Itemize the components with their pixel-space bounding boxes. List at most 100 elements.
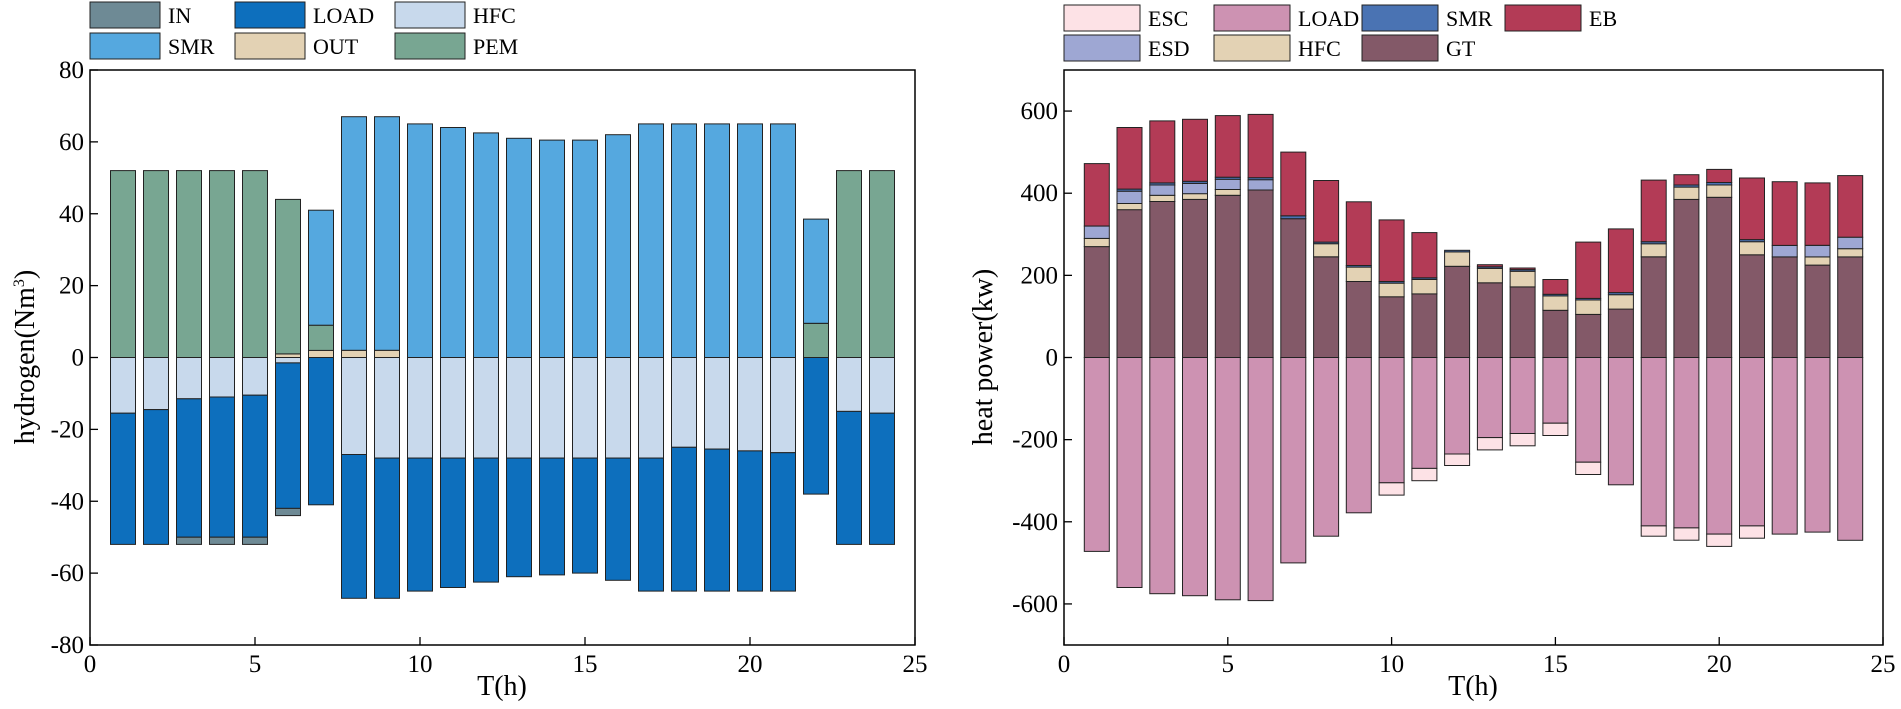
heat-bar-eb-t8 bbox=[1313, 180, 1340, 243]
heat-legend-swatch-load bbox=[1213, 4, 1291, 32]
heat-legend-swatch-eb bbox=[1504, 4, 1582, 32]
hydrogen-bar-load-neg-t3 bbox=[176, 398, 202, 538]
heat-bar-eb-t13 bbox=[1476, 264, 1503, 268]
heat-legend-label-esc: ESC bbox=[1148, 6, 1188, 31]
heat-bar-eb-t11 bbox=[1411, 232, 1438, 279]
hydrogen-bar-in-neg-t5 bbox=[242, 536, 268, 545]
hydrogen-y-tick-label: 20 bbox=[59, 273, 84, 300]
hydrogen-bar-smr-t9 bbox=[374, 116, 400, 351]
hydrogen-y-tick-label: -20 bbox=[51, 416, 84, 443]
hydrogen-bar-pem-t24 bbox=[869, 170, 895, 358]
hydrogen-bar-hfc-neg-t1 bbox=[110, 357, 136, 414]
heat-bar-gt-t2 bbox=[1116, 209, 1143, 358]
hydrogen-bar-load-neg-t21 bbox=[770, 452, 796, 592]
heat-bar-load-neg-t10 bbox=[1378, 357, 1405, 484]
hydrogen-y-tick-label: -60 bbox=[51, 560, 84, 587]
hydrogen-legend-swatch-hfc bbox=[394, 1, 466, 29]
heat-bar-eb-t2 bbox=[1116, 127, 1143, 190]
hydrogen-bar-hfc-neg-t15 bbox=[572, 357, 598, 459]
hydrogen-y-tick-label: 60 bbox=[59, 129, 84, 156]
hydrogen-bar-load-neg-t19 bbox=[704, 448, 730, 592]
hydrogen-bar-pem-t3 bbox=[176, 170, 202, 358]
hydrogen-bar-hfc-neg-t20 bbox=[737, 357, 763, 452]
hydrogen-bar-hfc-neg-t10 bbox=[407, 357, 433, 459]
heat-bar-eb-t18 bbox=[1640, 179, 1667, 243]
hydrogen-y-ticks: -80 -60 -40 -20 0 20 40 60 80 bbox=[51, 57, 98, 659]
hydrogen-bar-smr-t8 bbox=[341, 116, 367, 351]
hydrogen-bar-pem-t6 bbox=[275, 198, 301, 355]
heat-bar-load-neg-t18 bbox=[1640, 357, 1667, 527]
heat-bar-gt-t6 bbox=[1247, 189, 1274, 358]
hydrogen-y-axis-label-close: ) bbox=[10, 270, 41, 279]
heat-bar-hfc-t13 bbox=[1476, 267, 1503, 284]
heat-bar-gt-t23 bbox=[1804, 264, 1831, 359]
hydrogen-legend-swatch-in bbox=[89, 1, 161, 29]
hydrogen-bar-load-neg-t11 bbox=[440, 457, 466, 588]
hydrogen-x-tick-label: 25 bbox=[903, 651, 928, 678]
hydrogen-bar-hfc-neg-t23 bbox=[836, 357, 862, 412]
heat-x-tick-label: 5 bbox=[1222, 651, 1235, 678]
heat-bar-load-neg-t16 bbox=[1575, 357, 1602, 463]
hydrogen-bar-load-neg-t4 bbox=[209, 396, 235, 538]
heat-bar-eb-t9 bbox=[1345, 201, 1372, 267]
heat-bar-eb-t21 bbox=[1739, 177, 1765, 241]
heat-bar-eb-t15 bbox=[1542, 279, 1569, 295]
hydrogen-legend: IN LOAD HFC SMR OUT PEM bbox=[89, 1, 518, 60]
heat-bar-gt-t1 bbox=[1083, 246, 1110, 359]
heat-bar-eb-t20 bbox=[1706, 168, 1733, 183]
heat-bar-esc-neg-t19 bbox=[1673, 527, 1700, 541]
hydrogen-bar-hfc-neg-t5 bbox=[242, 357, 268, 396]
hydrogen-bar-load-neg-t1 bbox=[110, 412, 136, 545]
heat-bar-esc-neg-t10 bbox=[1378, 482, 1405, 496]
hydrogen-y-axis-label-main: hydrogen(Nm bbox=[10, 287, 41, 444]
hydrogen-bar-hfc-neg-t24 bbox=[869, 357, 895, 414]
heat-bar-hfc-t21 bbox=[1739, 241, 1765, 256]
heat-bar-gt-t19 bbox=[1673, 198, 1700, 358]
heat-bar-hfc-t14 bbox=[1509, 270, 1536, 288]
heat-bar-gt-t10 bbox=[1378, 296, 1405, 359]
heat-x-ticks: 0 5 10 15 20 25 bbox=[1058, 637, 1896, 678]
heat-bar-eb-t10 bbox=[1378, 219, 1405, 282]
hydrogen-bar-hfc-neg-t13 bbox=[506, 357, 532, 459]
hydrogen-bar-smr-t22 bbox=[803, 218, 829, 324]
hydrogen-y-tick-label: 80 bbox=[59, 57, 84, 84]
hydrogen-bar-hfc-neg-t4 bbox=[209, 357, 235, 398]
heat-bar-hfc-t12 bbox=[1444, 251, 1471, 267]
hydrogen-bar-hfc-neg-t8 bbox=[341, 357, 367, 455]
hydrogen-bar-load-neg-t15 bbox=[572, 457, 598, 574]
hydrogen-bar-out-t8 bbox=[341, 349, 367, 358]
heat-bar-gt-t14 bbox=[1509, 286, 1536, 358]
hydrogen-bar-smr-t12 bbox=[473, 132, 499, 358]
heat-bar-gt-t13 bbox=[1476, 282, 1503, 359]
heat-bar-load-neg-t3 bbox=[1149, 357, 1176, 595]
heat-bar-esc-neg-t18 bbox=[1640, 525, 1667, 537]
heat-bar-load-neg-t7 bbox=[1280, 357, 1307, 564]
hydrogen-bar-smr-t20 bbox=[737, 123, 763, 359]
hydrogen-bar-smr-t11 bbox=[440, 127, 466, 358]
heat-x-tick-label: 25 bbox=[1871, 651, 1896, 678]
hydrogen-bar-hfc-neg-t21 bbox=[770, 357, 796, 454]
hydrogen-legend-label-smr: SMR bbox=[168, 34, 215, 59]
hydrogen-bar-smr-t18 bbox=[671, 123, 697, 359]
hydrogen-bar-hfc-neg-t12 bbox=[473, 357, 499, 459]
hydrogen-bar-load-neg-t18 bbox=[671, 446, 697, 592]
hydrogen-bar-pem-t22 bbox=[803, 322, 829, 358]
heat-bar-eb-t14 bbox=[1509, 267, 1536, 271]
heat-bar-esd-t3 bbox=[1149, 184, 1176, 196]
hydrogen-bar-pem-t1 bbox=[110, 170, 136, 358]
heat-bar-eb-t5 bbox=[1214, 115, 1241, 178]
hydrogen-bar-smr-t14 bbox=[539, 139, 565, 358]
hydrogen-bar-load-neg-t10 bbox=[407, 457, 433, 592]
heat-bar-esd-t2 bbox=[1116, 190, 1143, 204]
heat-bar-gt-t12 bbox=[1444, 265, 1471, 358]
heat-bar-esc-neg-t21 bbox=[1739, 525, 1765, 539]
heat-bar-load-neg-t23 bbox=[1804, 357, 1831, 533]
heat-bar-load-neg-t13 bbox=[1476, 357, 1503, 439]
hydrogen-bar-out-t7 bbox=[308, 349, 334, 358]
heat-legend-label-load: LOAD bbox=[1298, 6, 1359, 31]
heat-y-tick-label: 200 bbox=[1021, 262, 1059, 289]
hydrogen-bars bbox=[110, 116, 895, 599]
heat-bar-hfc-t24 bbox=[1837, 248, 1864, 258]
hydrogen-bar-load-neg-t14 bbox=[539, 457, 565, 576]
heat-bar-eb-t24 bbox=[1837, 175, 1864, 238]
